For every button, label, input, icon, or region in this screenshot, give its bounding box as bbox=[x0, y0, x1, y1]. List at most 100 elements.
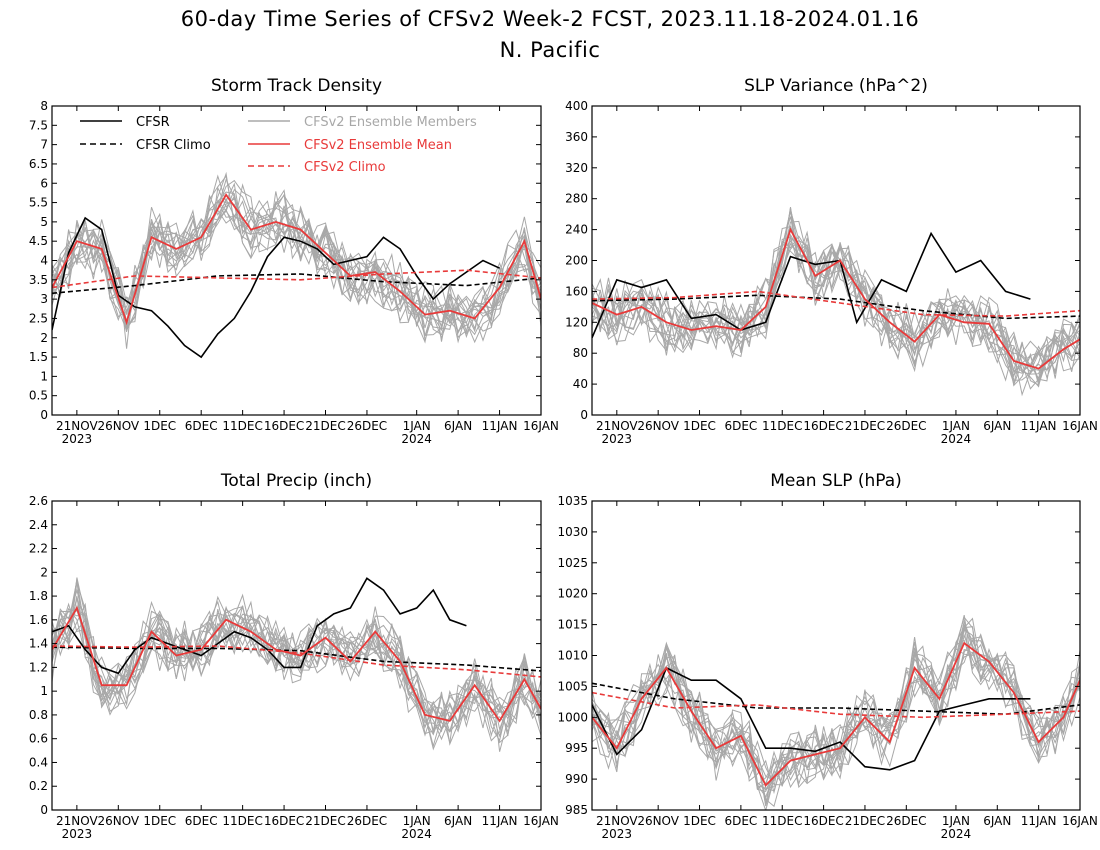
y-tick-label: 0.8 bbox=[29, 708, 48, 722]
y-tick-label: 360 bbox=[565, 130, 588, 144]
ensemble-mean-line bbox=[592, 227, 1080, 370]
x-tick-label: 1DEC bbox=[143, 419, 176, 433]
y-tick-label: 280 bbox=[565, 192, 588, 206]
x-year-label: 2023 bbox=[62, 827, 93, 841]
y-tick-label: 0 bbox=[580, 408, 588, 422]
y-tick-label: 200 bbox=[565, 254, 588, 268]
cfsr-climo-line bbox=[592, 294, 1080, 320]
x-year-label: 2024 bbox=[941, 827, 972, 841]
y-tick-label: 2.2 bbox=[29, 542, 48, 556]
y-tick-label: 80 bbox=[573, 346, 588, 360]
plot-area bbox=[592, 614, 1080, 810]
panel-title: Total Precip (inch) bbox=[220, 471, 372, 491]
y-tick-label: 1020 bbox=[557, 587, 588, 601]
y-tick-label: 7.5 bbox=[29, 118, 48, 132]
x-tick-label: 11DEC bbox=[762, 814, 802, 828]
ensemble-member-line bbox=[592, 626, 1080, 795]
x-tick-label: 21DEC bbox=[305, 814, 345, 828]
y-tick-label: 995 bbox=[565, 741, 588, 755]
x-tick-label: 16JAN bbox=[1062, 419, 1098, 433]
x-tick-label: 1JAN bbox=[942, 419, 970, 433]
x-year-label: 2023 bbox=[62, 432, 93, 446]
x-tick-label: 21DEC bbox=[845, 814, 885, 828]
x-tick-label: 11DEC bbox=[222, 814, 262, 828]
legend-label-ens-mean: CFSv2 Ensemble Mean bbox=[304, 138, 452, 153]
x-year-label: 2024 bbox=[401, 827, 432, 841]
y-tick-label: 0.4 bbox=[29, 755, 48, 769]
x-tick-label: 11DEC bbox=[222, 419, 262, 433]
y-tick-label: 1.2 bbox=[29, 660, 48, 674]
x-tick-label: 16DEC bbox=[264, 814, 304, 828]
ensemble-member-line bbox=[592, 616, 1080, 807]
y-tick-label: 2.5 bbox=[29, 311, 48, 325]
x-tick-label: 21DEC bbox=[845, 419, 885, 433]
x-tick-label: 6JAN bbox=[444, 814, 472, 828]
ensemble-member-line bbox=[52, 608, 541, 737]
y-tick-label: 1015 bbox=[557, 618, 588, 632]
plot-frame bbox=[51, 500, 542, 811]
y-tick-label: 1.5 bbox=[29, 350, 48, 364]
x-tick-label: 16JAN bbox=[523, 419, 559, 433]
ensemble-member-line bbox=[52, 596, 541, 733]
x-tick-label: 6JAN bbox=[444, 419, 472, 433]
y-tick-label: 1.4 bbox=[29, 637, 48, 651]
main-subtitle: N. Pacific bbox=[500, 38, 601, 62]
y-tick-label: 3.5 bbox=[29, 273, 48, 287]
x-tick-label: 26DEC bbox=[886, 814, 926, 828]
ensemble-member-line bbox=[592, 639, 1080, 810]
cfsr-climo-line bbox=[592, 682, 1080, 716]
y-tick-label: 240 bbox=[565, 223, 588, 237]
y-tick-label: 1005 bbox=[557, 679, 588, 693]
x-tick-label: 6DEC bbox=[724, 814, 757, 828]
x-tick-label: 21NOV bbox=[56, 814, 98, 828]
y-tick-label: 1.6 bbox=[29, 613, 48, 627]
cfsv2-climo-line bbox=[592, 691, 1080, 719]
x-tick-label: 11JAN bbox=[1021, 419, 1057, 433]
y-tick-label: 4.5 bbox=[29, 234, 48, 248]
x-year-label: 2023 bbox=[602, 432, 633, 446]
y-tick-label: 160 bbox=[565, 284, 588, 298]
y-tick-label: 120 bbox=[565, 315, 588, 329]
x-tick-label: 1JAN bbox=[403, 814, 431, 828]
x-tick-label: 11DEC bbox=[762, 419, 802, 433]
y-tick-label: 0.6 bbox=[29, 732, 48, 746]
x-tick-label: 6DEC bbox=[185, 419, 218, 433]
x-tick-label: 1JAN bbox=[942, 814, 970, 828]
y-tick-label: 5.5 bbox=[29, 196, 48, 210]
x-tick-label: 26NOV bbox=[637, 419, 679, 433]
cfsr-line bbox=[52, 216, 500, 359]
y-tick-label: 40 bbox=[573, 377, 588, 391]
y-tick-label: 2.4 bbox=[29, 518, 48, 532]
x-tick-label: 21NOV bbox=[56, 419, 98, 433]
ensemble-member-line bbox=[592, 207, 1080, 385]
plot-frame bbox=[51, 105, 542, 416]
x-tick-label: 6DEC bbox=[724, 419, 757, 433]
y-tick-label: 0 bbox=[40, 803, 48, 817]
x-tick-label: 21NOV bbox=[596, 814, 638, 828]
ensemble-member-line bbox=[52, 191, 541, 331]
y-tick-label: 1010 bbox=[557, 649, 588, 663]
panel-1: Storm Track Density 0 0.5 1 1.5 2 2.5 3 3.5 4 4.5 5… bbox=[29, 76, 559, 446]
y-tick-label: 3 bbox=[40, 292, 48, 306]
x-tick-label: 16JAN bbox=[523, 814, 559, 828]
ensemble-member-line bbox=[592, 614, 1080, 791]
x-tick-label: 6JAN bbox=[983, 814, 1011, 828]
x-tick-label: 1JAN bbox=[403, 419, 431, 433]
ensemble-member-line bbox=[52, 595, 541, 744]
x-tick-label: 16DEC bbox=[803, 419, 843, 433]
plot-area bbox=[52, 577, 541, 752]
ensemble-mean-line bbox=[52, 193, 541, 326]
plot-area bbox=[52, 171, 541, 359]
x-tick-label: 6JAN bbox=[983, 419, 1011, 433]
y-tick-label: 0 bbox=[40, 408, 48, 422]
ensemble-member-line bbox=[52, 193, 541, 332]
x-tick-label: 16DEC bbox=[803, 814, 843, 828]
ensemble-mean-line bbox=[52, 605, 541, 723]
y-tick-label: 6 bbox=[40, 176, 48, 190]
ensemble-member-line bbox=[52, 604, 541, 732]
panel-title: Storm Track Density bbox=[211, 76, 382, 96]
x-tick-label: 16JAN bbox=[1062, 814, 1098, 828]
y-tick-label: 1000 bbox=[557, 710, 588, 724]
y-tick-label: 4 bbox=[40, 254, 48, 268]
legend-label-cfsv2-climo: CFSv2 Climo bbox=[304, 160, 386, 175]
